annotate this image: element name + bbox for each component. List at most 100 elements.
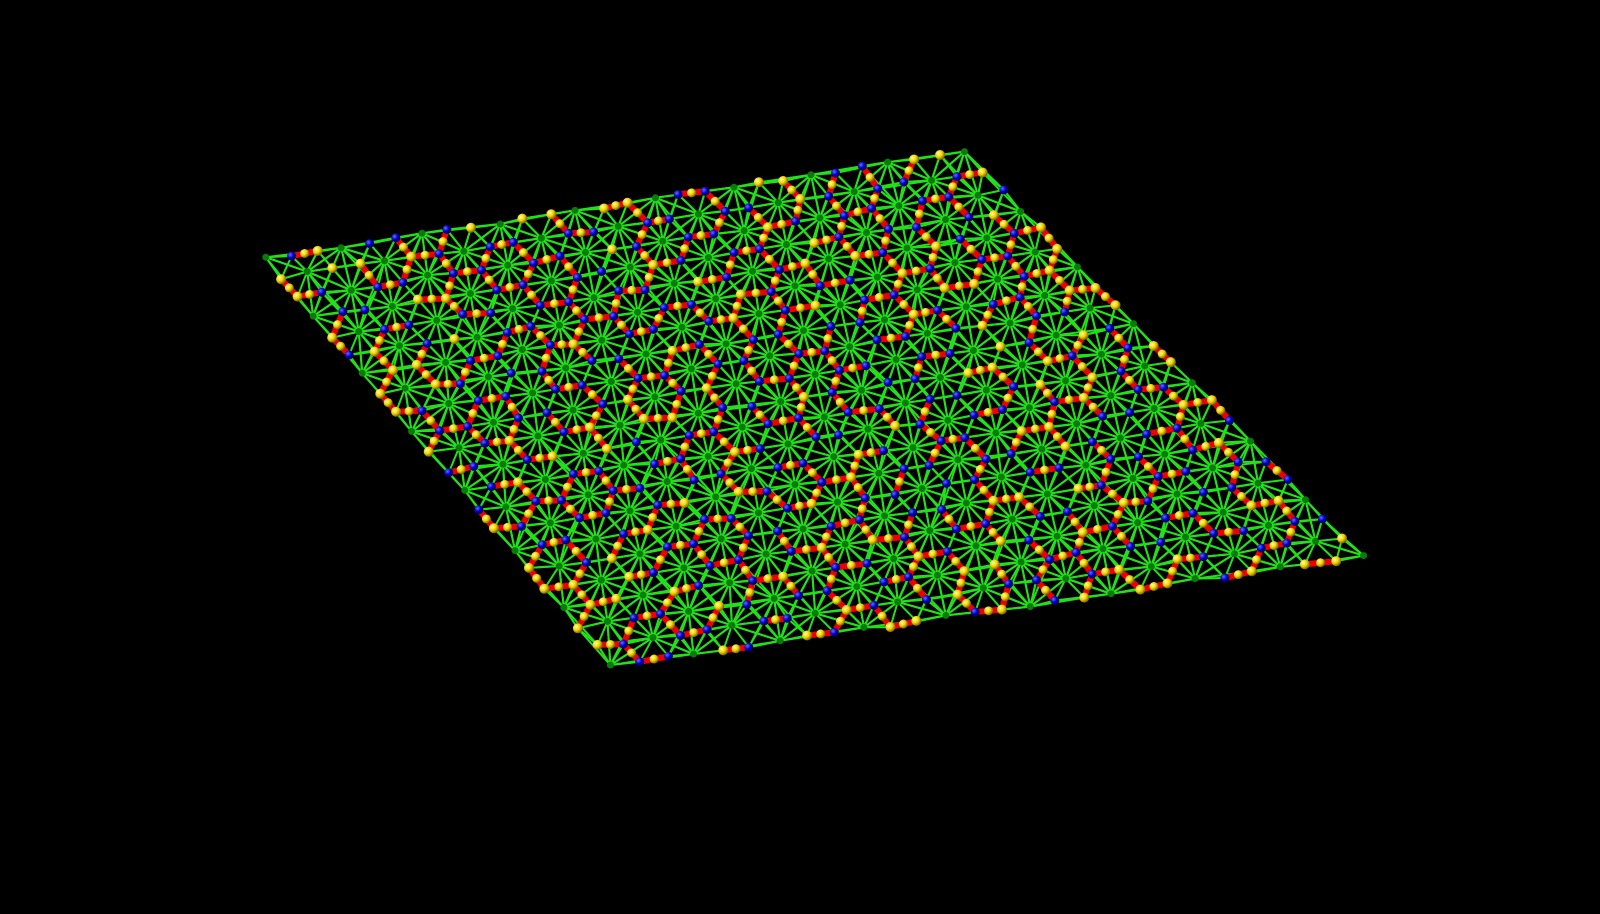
green-bond: [707, 456, 717, 498]
green-bond: [448, 376, 489, 405]
yellow-atom: [427, 294, 437, 304]
green-bond: [765, 553, 813, 572]
yellow-atom: [472, 309, 482, 319]
atoms: [262, 148, 1368, 669]
green-bond: [357, 331, 364, 374]
yellow-atom: [777, 219, 787, 229]
green-bond: [662, 213, 700, 242]
yellow-atom: [710, 196, 720, 206]
green-bond: [939, 377, 949, 421]
green-bond: [445, 336, 478, 364]
yellow-atom: [417, 349, 427, 359]
yellow-atom: [864, 249, 874, 259]
green-bond: [861, 389, 906, 404]
yellow-atom: [300, 248, 310, 258]
yellow-atom: [888, 258, 898, 268]
yellow-atom: [568, 285, 578, 295]
yellow-atom: [379, 356, 389, 366]
yellow-atom: [662, 258, 672, 268]
green-bond: [1185, 536, 1235, 555]
green-bond: [532, 392, 574, 412]
green-bond: [733, 186, 779, 204]
green-bond: [728, 582, 733, 626]
yellow-atom: [764, 254, 774, 264]
green-bond: [1132, 323, 1146, 367]
yellow-atom: [449, 301, 459, 311]
green-bond: [690, 368, 700, 414]
green-bond: [610, 381, 622, 426]
green-bond: [833, 428, 869, 458]
green-bond: [464, 463, 504, 492]
green-bond: [619, 424, 662, 441]
yellow-atom: [822, 235, 832, 245]
yellow-atom: [696, 231, 706, 241]
green-bond: [636, 282, 675, 314]
yellow-atom: [550, 299, 560, 309]
green-bond: [306, 270, 352, 292]
yellow-atom: [611, 201, 621, 211]
yellow-atom: [555, 219, 565, 229]
green-bond: [750, 443, 789, 470]
yellow-atom: [519, 248, 529, 258]
yellow-atom: [707, 274, 717, 284]
green-bond: [715, 495, 759, 514]
yellow-atom: [336, 341, 346, 351]
green-bond: [1100, 353, 1112, 396]
yellow-atom: [904, 166, 914, 176]
yellow-atom: [837, 221, 847, 231]
green-bond: [458, 446, 504, 466]
green-bond: [623, 439, 662, 467]
green-bond: [814, 374, 826, 418]
green-bond: [521, 349, 534, 394]
yellow-atom: [759, 233, 769, 243]
yellow-atom: [364, 270, 374, 280]
yellow-atom: [392, 322, 402, 332]
yellow-atom: [385, 280, 395, 290]
yellow-atom: [572, 306, 582, 316]
green-bond: [692, 624, 733, 655]
yellow-atom: [333, 320, 343, 330]
yellow-atom: [921, 232, 931, 242]
green-bond: [1046, 493, 1059, 537]
green-bond: [828, 257, 878, 279]
yellow-atom: [870, 193, 880, 203]
green-bond: [478, 505, 506, 511]
yellow-atom: [948, 182, 958, 192]
green-bond: [1249, 440, 1260, 484]
green-bond: [735, 383, 744, 428]
green-bond: [994, 432, 1003, 478]
green-bond: [1294, 517, 1323, 523]
yellow-atom: [633, 208, 643, 218]
green-bond: [404, 387, 450, 405]
yellow-atom: [514, 324, 524, 334]
green-bond: [1075, 423, 1087, 466]
green-bond: [675, 496, 717, 528]
yellow-atom: [954, 202, 964, 212]
green-bond: [476, 307, 514, 339]
green-bond: [921, 488, 931, 531]
yellow-atom: [505, 282, 515, 292]
green-bond: [956, 459, 968, 504]
yellow-atom: [808, 270, 818, 280]
yellow-atom: [462, 267, 472, 277]
yellow-atom: [875, 214, 885, 224]
yellow-atom: [640, 251, 650, 261]
yellow-atom: [865, 172, 875, 182]
green-bond: [1200, 419, 1230, 425]
green-bond: [731, 624, 750, 648]
green-bond: [1020, 561, 1032, 607]
green-bond: [502, 463, 546, 481]
green-bond: [1011, 518, 1023, 563]
yellow-atom: [1023, 225, 1033, 235]
green-bond: [972, 322, 1011, 352]
green-bond: [930, 150, 966, 182]
green-bond: [725, 343, 738, 385]
green-bond: [595, 510, 631, 540]
green-bond: [1119, 437, 1134, 479]
yellow-atom: [999, 219, 1009, 229]
green-bond: [574, 209, 619, 228]
green-bond: [779, 612, 816, 642]
green-bond: [398, 345, 407, 389]
green-bond: [531, 392, 539, 437]
